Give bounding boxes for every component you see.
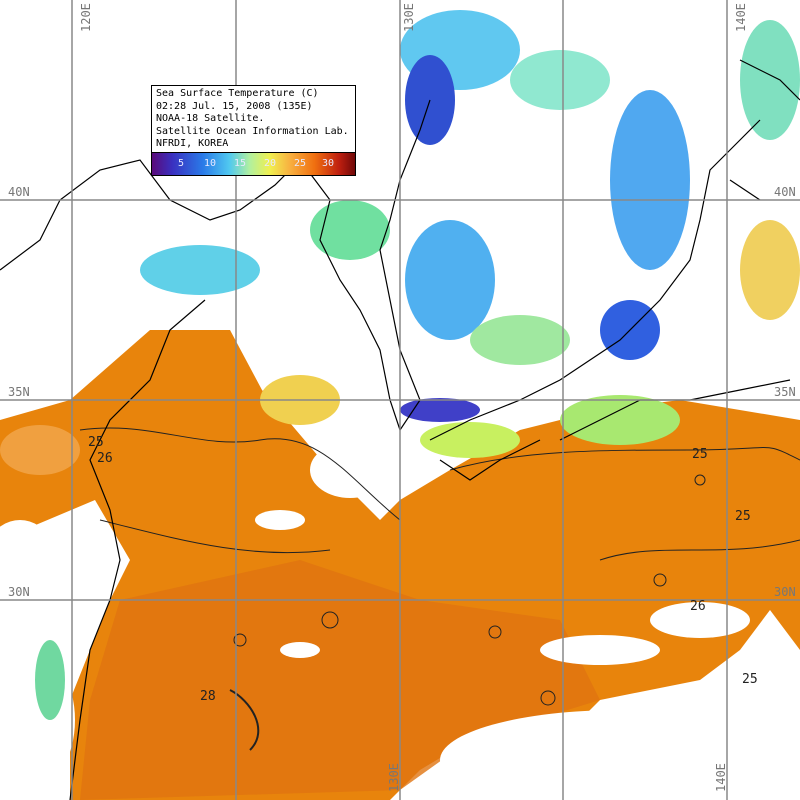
contour-label: 25: [692, 447, 708, 462]
label-30n-left: 30N: [8, 585, 30, 599]
legend-satellite: NOAA-18 Satellite.: [156, 113, 265, 124]
sst-colorbar: 5 10 15 20 25 30: [152, 151, 355, 175]
contour-label: 25: [88, 435, 104, 450]
label-40n-left: 40N: [8, 185, 30, 199]
legend-org: NFRDI, KOREA: [156, 138, 229, 149]
label-140e-top: 140E: [734, 3, 748, 32]
sst-contours: [79, 427, 800, 751]
colorbar-tick: 15: [234, 157, 247, 169]
colorbar-tick: 10: [204, 157, 217, 169]
label-130e-bottom: 130E: [387, 763, 401, 792]
label-140e-bottom: 140E: [714, 763, 728, 792]
cool-sst-patches: [0, 10, 800, 720]
label-35n-left: 35N: [8, 385, 30, 399]
label-30n-right: 30N: [774, 585, 796, 599]
contour-label: 25: [742, 672, 758, 687]
colorbar-tick: 30: [322, 157, 335, 169]
label-120e-top: 120E: [79, 3, 93, 32]
contour-label: 28: [200, 689, 216, 704]
label-35n-right: 35N: [774, 385, 796, 399]
colorbar-tick: 20: [264, 157, 277, 169]
contour-label: 26: [690, 599, 706, 614]
legend-title: Sea Surface Temperature (C): [156, 88, 319, 99]
coastlines: [0, 59, 800, 800]
contour-label: 25: [735, 509, 751, 524]
colorbar-tick: 25: [294, 157, 307, 169]
label-40n-right: 40N: [774, 185, 796, 199]
colorbar-tick: 5: [178, 157, 185, 169]
contour-label: 26: [97, 451, 113, 466]
china-coast: [0, 159, 301, 800]
legend-datetime: 02:28 Jul. 15, 2008 (135E): [156, 100, 313, 112]
legend-lab: Satellite Ocean Information Lab.: [156, 125, 349, 137]
hokkaido-coast: [729, 59, 800, 201]
label-130e-top: 130E: [402, 3, 416, 32]
legend-box: Sea Surface Temperature (C) 02:28 Jul. 1…: [151, 85, 356, 176]
cloud-gaps: [0, 442, 800, 800]
